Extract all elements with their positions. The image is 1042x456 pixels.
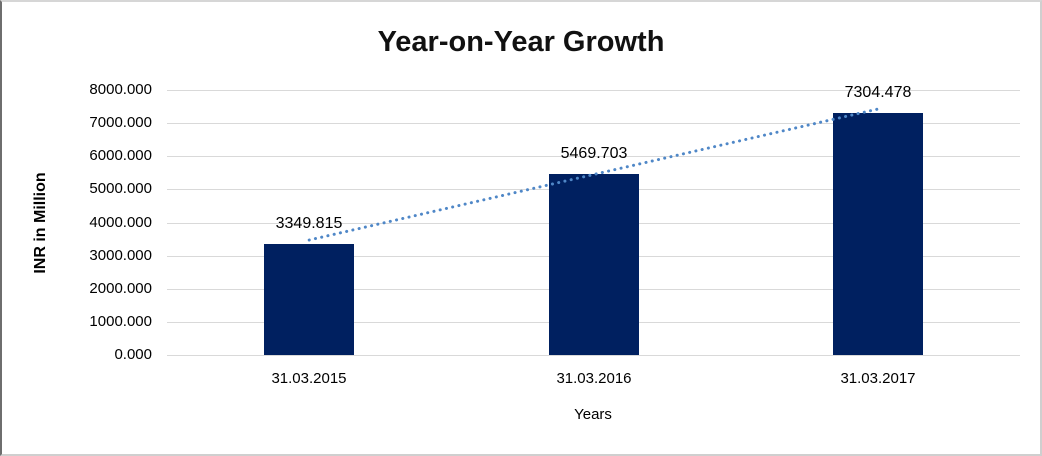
gridline — [167, 355, 1020, 356]
y-tick-label: 3000.000 — [89, 247, 152, 264]
y-tick-label: 0.000 — [114, 346, 152, 363]
bar — [833, 113, 923, 355]
bar-value-label: 5469.703 — [560, 145, 628, 162]
y-tick-label: 2000.000 — [89, 280, 152, 297]
y-tick-label: 1000.000 — [89, 313, 152, 330]
x-tick-label: 31.03.2016 — [556, 370, 632, 387]
x-tick-label: 31.03.2017 — [840, 370, 916, 387]
x-axis-title: Years — [574, 406, 612, 423]
y-tick-label: 4000.000 — [89, 214, 152, 231]
bar-value-label: 3349.815 — [275, 215, 343, 232]
bar — [264, 244, 354, 355]
y-tick-label: 8000.000 — [89, 81, 152, 98]
gridline — [167, 90, 1020, 91]
bar — [549, 174, 639, 355]
y-tick-label: 7000.000 — [89, 114, 152, 131]
x-tick-label: 31.03.2015 — [271, 370, 347, 387]
y-tick-label: 6000.000 — [89, 147, 152, 164]
y-tick-label: 5000.000 — [89, 180, 152, 197]
bar-value-label: 7304.478 — [844, 84, 912, 101]
chart-title: Year-on-Year Growth — [377, 26, 665, 58]
